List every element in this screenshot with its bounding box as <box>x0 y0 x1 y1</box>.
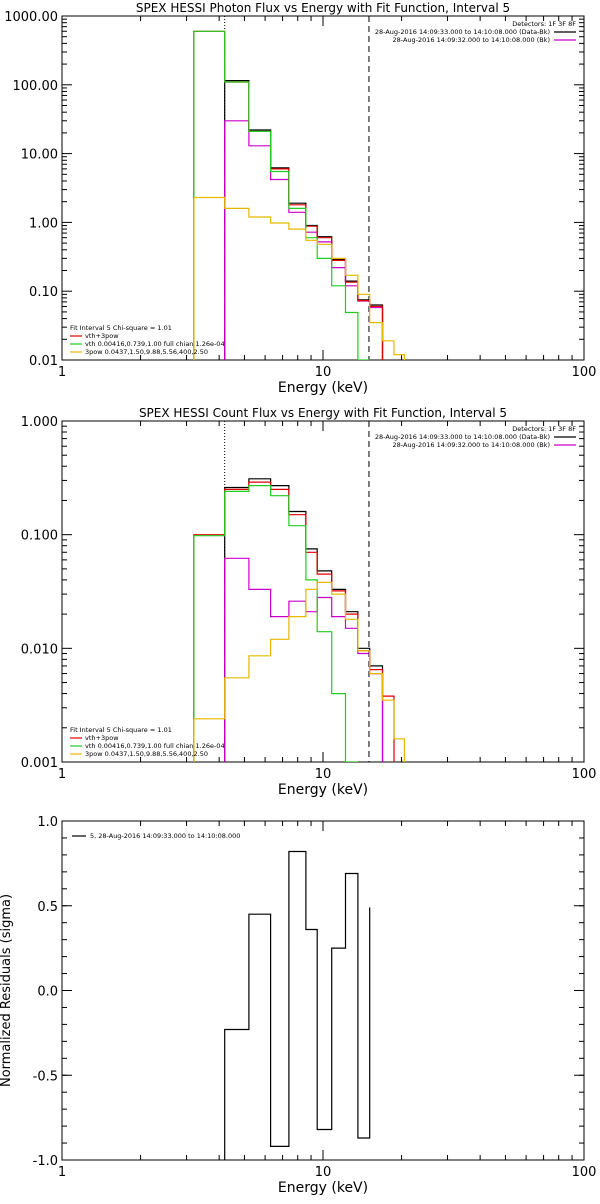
resid-ylabel: Normalized Residuals (sigma) <box>0 894 14 1087</box>
resid-ytick-label: 0.0 <box>37 985 58 1000</box>
count-legend-text: 28-Aug-2016 14:09:33.000 to 14:10:08.000… <box>375 433 550 441</box>
photon-ytick-label: 0.10 <box>29 285 58 300</box>
photon-series-group <box>193 30 405 360</box>
count-plot-frame <box>61 420 585 763</box>
count-legend-text: Detectors: 1F 3F 8F <box>512 425 576 433</box>
count-series-4-line <box>193 581 405 762</box>
count-fit-annotations: Fit Interval 5 Chi-square = 1.01vth+3pow… <box>70 726 225 758</box>
count-fit-text: 3pow 0.0437,1.50,9.88,5.56,400,2.50 <box>85 750 208 758</box>
photon-ytick-label: 1000.00 <box>4 10 58 25</box>
resid-legend: 5, 28-Aug-2016 14:09:33.000 to 14:10:08.… <box>72 832 240 840</box>
photon-ytick-label: 100.00 <box>13 79 59 94</box>
photon-fit-annotations: Fit Interval 5 Chi-square = 1.01vth+3pow… <box>70 324 225 356</box>
count-series-3-line <box>193 485 358 762</box>
photon-xtick-label: 100 <box>572 365 597 380</box>
resid-series-group <box>224 850 371 1160</box>
photon-legend-text: Detectors: 1F 3F 8F <box>512 20 576 28</box>
count-legend-text: 28-Aug-2016 14:09:32.000 to 14:10:08.000… <box>393 441 550 449</box>
count-ytick-label: 0.010 <box>21 642 58 657</box>
count-xtick-label: 100 <box>572 767 597 782</box>
photon-series-2-line <box>193 30 384 360</box>
count-title: SPEX HESSI Count Flux vs Energy with Fit… <box>139 406 507 420</box>
resid-ytick-label: 1.0 <box>37 815 58 830</box>
photon-legend-text: 28-Aug-2016 14:09:32.000 to 14:10:08.000… <box>393 36 550 44</box>
photon-ytick-label: 0.01 <box>29 354 58 369</box>
count-fit-text: vth+3pow <box>85 734 119 742</box>
resid-legend-text: 5, 28-Aug-2016 14:09:33.000 to 14:10:08.… <box>90 832 240 840</box>
resid-xtick-label: 10 <box>315 1165 332 1180</box>
photon-panel: SPEX HESSI Photon Flux vs Energy with Fi… <box>4 1 596 396</box>
photon-plot-frame <box>61 15 585 361</box>
count-series-group <box>193 478 405 762</box>
photon-fit-text: vth+3pow <box>85 332 119 340</box>
count-panel: SPEX HESSI Count Flux vs Energy with Fit… <box>21 406 597 798</box>
photon-xlabel: Energy (keV) <box>278 380 368 396</box>
resid-panel: 1 10 100 Energy (keV) -1.0 -0.5 0.0 0.5 1.0 Norma… <box>0 815 596 1196</box>
resid-plot-frame <box>61 820 585 1161</box>
photon-xtick-label: 10 <box>315 365 332 380</box>
photon-ytick-label: 10.00 <box>21 148 58 163</box>
count-series-2-line <box>193 481 395 762</box>
count-series-0-line <box>224 478 384 762</box>
resid-ytick-label: -1.0 <box>33 1154 58 1169</box>
photon-legend-text: 28-Aug-2016 14:09:33.000 to 14:10:08.000… <box>375 28 550 36</box>
photon-fit-text: 3pow 0.0437,1.50,9.88,5.56,400,2.50 <box>85 348 208 356</box>
resid-xtick-label: 100 <box>572 1165 597 1180</box>
count-xtick-label: 1 <box>58 767 66 782</box>
resid-ytick-label: 0.5 <box>37 900 58 915</box>
photon-ytick-label: 1.00 <box>29 216 58 231</box>
photon-fit-text: vth 0.00416,0.739,1.00 full chian 1.26e-… <box>85 340 225 348</box>
photon-series-3-line <box>193 30 370 360</box>
resid-series-0-line <box>224 850 371 1160</box>
photon-series-4-line <box>193 196 405 360</box>
count-ytick-label: 0.100 <box>21 529 58 544</box>
count-ytick-label: 1.000 <box>21 415 58 430</box>
count-fit-header: Fit Interval 5 Chi-square = 1.01 <box>70 726 172 734</box>
photon-series-1-line <box>224 120 384 360</box>
resid-ytick-label: -0.5 <box>33 1069 58 1084</box>
photon-fit-header: Fit Interval 5 Chi-square = 1.01 <box>70 324 172 332</box>
count-xtick-label: 10 <box>315 767 332 782</box>
photon-title: SPEX HESSI Photon Flux vs Energy with Fi… <box>136 1 510 15</box>
count-xlabel: Energy (keV) <box>278 782 368 798</box>
resid-xtick-label: 1 <box>58 1165 66 1180</box>
count-ytick-label: 0.001 <box>21 756 58 771</box>
resid-xlabel: Energy (keV) <box>278 1180 368 1196</box>
count-fit-text: vth 0.00416,0.739,1.00 full chian 1.26e-… <box>85 742 225 750</box>
photon-xtick-label: 1 <box>58 365 66 380</box>
